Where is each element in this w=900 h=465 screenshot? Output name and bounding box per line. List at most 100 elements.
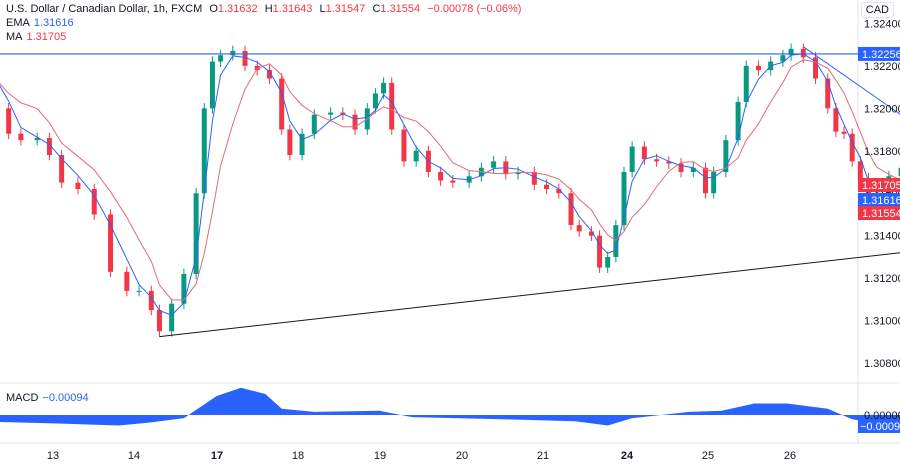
candle-body	[605, 256, 611, 268]
currency-badge[interactable]: CAD	[860, 2, 894, 18]
candle-body	[372, 93, 378, 109]
candle-body	[556, 189, 562, 194]
candle-body	[181, 273, 187, 304]
macd-pane	[0, 387, 900, 426]
candle-body	[75, 182, 81, 189]
ma-value: 1.31705	[26, 31, 67, 43]
candle-body	[515, 172, 521, 175]
candle-body	[287, 129, 293, 156]
rising-trendline[interactable]	[159, 224, 900, 338]
grid	[0, 0, 900, 444]
macd-value: −0.00094	[42, 392, 89, 404]
low-value: 1.31547	[325, 3, 366, 15]
ema-label: EMA	[6, 17, 30, 29]
ma-legend[interactable]: MA 1.31705	[6, 30, 66, 44]
price-tag-bg	[858, 46, 900, 61]
candle-body	[438, 172, 444, 181]
macd-tag-bg	[858, 419, 900, 433]
candle-body	[311, 114, 317, 134]
time-tick-label: 14	[128, 450, 140, 462]
candle-body	[568, 193, 574, 226]
candle-body	[46, 138, 52, 156]
candle-body	[723, 140, 729, 173]
candle-body	[413, 150, 419, 162]
price-tag-bg	[858, 206, 900, 220]
indicator-lines	[0, 53, 900, 316]
candle-body	[401, 129, 407, 162]
candle-body	[690, 167, 696, 173]
candle-body	[91, 189, 97, 215]
ma-label: MA	[6, 31, 23, 43]
time-tick-label: 24	[621, 450, 634, 462]
candle-body	[841, 131, 847, 134]
candle-body	[621, 172, 627, 226]
candle-body	[352, 114, 358, 130]
candle-body	[18, 133, 24, 141]
ema-line	[0, 53, 900, 316]
candle-body	[849, 133, 855, 162]
candle-body	[788, 48, 794, 56]
price-tag-bg	[858, 193, 900, 207]
candle-body	[491, 161, 497, 168]
candle-body	[6, 108, 12, 134]
candle-body	[711, 172, 717, 194]
candle-body	[613, 225, 619, 257]
candle-body	[800, 48, 806, 58]
candle-body	[328, 112, 334, 115]
symbol-title[interactable]: U.S. Dollar / Canadian Dollar, 1h, FXCM	[6, 3, 203, 15]
high-label: H	[264, 3, 273, 15]
candle-body	[218, 55, 224, 62]
falling-trendline[interactable]	[803, 46, 900, 240]
price-tag-label: 1.31616	[862, 195, 900, 207]
candle-body	[755, 65, 761, 71]
time-tick-label: 21	[537, 450, 549, 462]
candle-body	[299, 133, 305, 156]
candle-body	[857, 161, 863, 179]
candle-body	[389, 82, 395, 130]
candle-body	[201, 108, 207, 194]
price-tick-label: 1.32200	[864, 61, 900, 73]
open-value: 1.31632	[217, 3, 258, 15]
candle-body	[576, 225, 582, 232]
candle-body	[381, 82, 387, 94]
candle-body	[108, 214, 114, 272]
candle-body	[666, 161, 672, 164]
candle-body	[34, 138, 40, 141]
candle-body	[531, 172, 537, 185]
ema-legend[interactable]: EMA 1.31616	[6, 16, 74, 30]
price-tag-bg	[858, 178, 900, 192]
macd-label: MACD	[6, 392, 39, 404]
macd-legend[interactable]: MACD −0.00094	[6, 391, 89, 405]
time-axis: 13 14 17 18 19 20 21 24 25 26	[47, 450, 796, 462]
time-tick-label: 26	[784, 450, 796, 462]
change-value: −0.00078 (−0.06%)	[427, 3, 522, 15]
low-label: L	[319, 3, 326, 15]
candle-body	[279, 78, 285, 130]
drawn-lines[interactable]	[0, 46, 900, 338]
price-tag: 1.31705	[858, 178, 900, 192]
candle-body	[703, 167, 708, 194]
candle-body	[209, 61, 215, 109]
candle-body	[59, 155, 65, 183]
symbol-header: U.S. Dollar / Canadian Dollar, 1h, FXCM …	[6, 2, 521, 16]
time-tick-label: 25	[702, 450, 714, 462]
price-tick-label: 1.31000	[864, 316, 900, 328]
time-tick-label: 20	[456, 450, 468, 462]
candle-body	[254, 65, 260, 71]
candle-body	[813, 57, 819, 79]
price-tag-label: 1.31554	[862, 208, 900, 220]
candle-body	[898, 167, 900, 177]
candle-body	[833, 108, 839, 132]
high-value: 1.31643	[272, 3, 313, 15]
price-tick-label: 1.31200	[864, 273, 900, 285]
macd-tag-label: −0.00094	[860, 421, 900, 433]
candle-body	[743, 65, 749, 102]
candle-body	[148, 290, 154, 311]
candle-body	[825, 78, 831, 109]
time-tick-label: 19	[374, 450, 386, 462]
price-axis: 1.324001.322001.320001.318001.316001.314…	[858, 18, 900, 433]
price-tick-label: 1.30800	[864, 358, 900, 370]
price-tick-label: 1.32000	[864, 103, 900, 115]
candle-body	[266, 70, 272, 79]
